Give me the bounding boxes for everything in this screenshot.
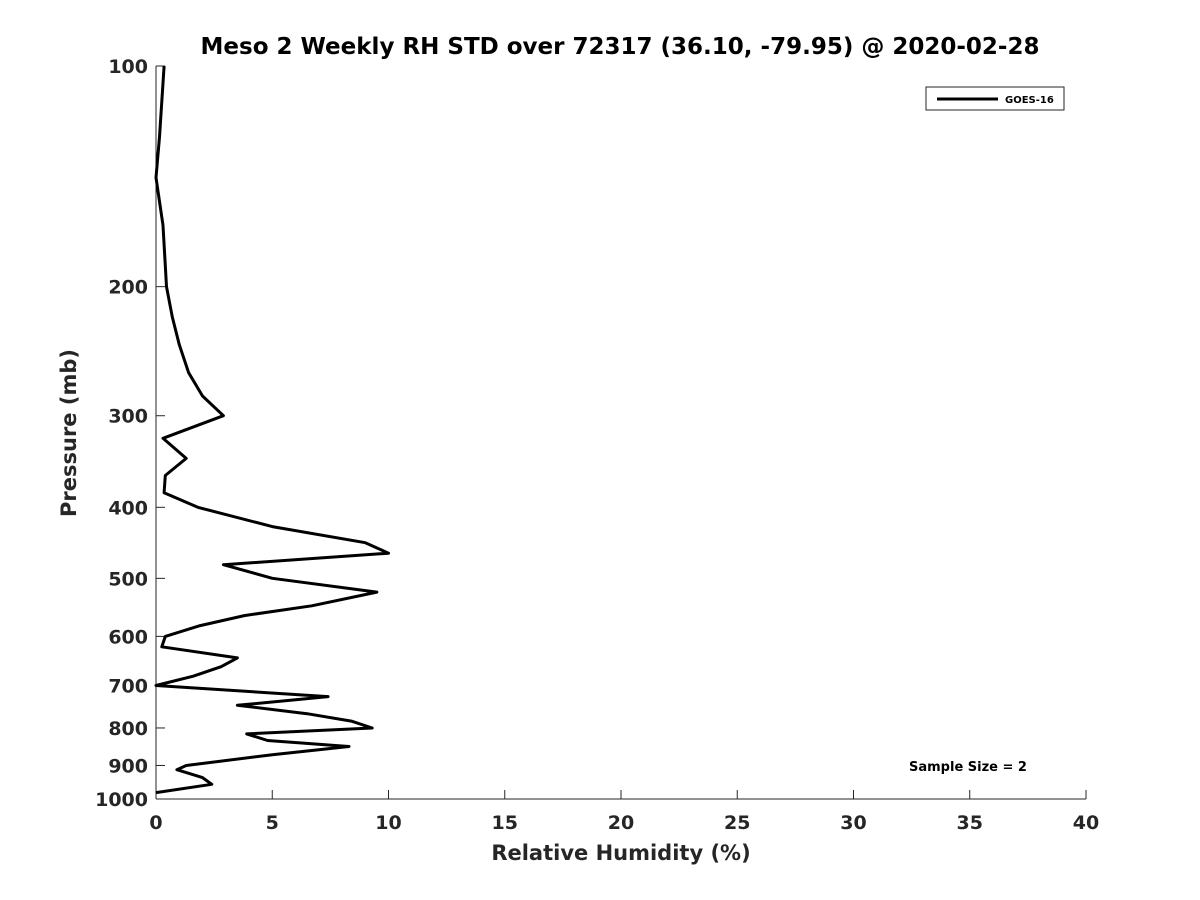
- y-tick-label: 300: [108, 406, 148, 428]
- x-tick-label: 40: [1073, 812, 1099, 834]
- y-tick-label: 900: [108, 755, 148, 777]
- chart-title: Meso 2 Weekly RH STD over 72317 (36.10, …: [201, 34, 1040, 60]
- y-tick-label: 500: [108, 568, 148, 590]
- y-tick-label: 400: [108, 497, 148, 519]
- sample-size-annotation: Sample Size = 2: [909, 760, 1027, 775]
- y-tick-label: 800: [108, 718, 148, 740]
- x-tick-label: 35: [957, 812, 983, 834]
- legend-label: GOES-16: [1005, 95, 1054, 106]
- x-axis-ticks: 0 5 10 15 20 25 30 35 40: [149, 790, 1099, 834]
- x-tick-label: 15: [492, 812, 518, 834]
- x-tick-label: 10: [375, 812, 401, 834]
- y-axis-label: Pressure (mb): [57, 349, 81, 517]
- y-tick-label: 100: [108, 56, 148, 78]
- x-tick-label: 30: [840, 812, 866, 834]
- x-tick-label: 20: [608, 812, 634, 834]
- legend: GOES-16: [925, 86, 1065, 111]
- y-tick-label: 700: [108, 675, 148, 697]
- x-axis-label: Relative Humidity (%): [491, 841, 750, 865]
- x-tick-label: 25: [724, 812, 750, 834]
- series-line-goes-16: [154, 65, 390, 795]
- x-tick-label: 5: [266, 812, 279, 834]
- y-tick-label: 600: [108, 626, 148, 648]
- y-tick-label: 200: [108, 277, 148, 299]
- x-tick-label: 0: [149, 812, 162, 834]
- y-axis-ticks: 100 200 300 400 500 600 700 800 900 1000: [95, 56, 165, 811]
- y-tick-label: 1000: [95, 789, 148, 811]
